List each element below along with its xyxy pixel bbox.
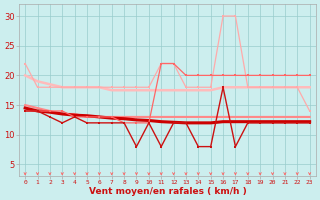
X-axis label: Vent moyen/en rafales ( km/h ): Vent moyen/en rafales ( km/h ) — [89, 187, 246, 196]
